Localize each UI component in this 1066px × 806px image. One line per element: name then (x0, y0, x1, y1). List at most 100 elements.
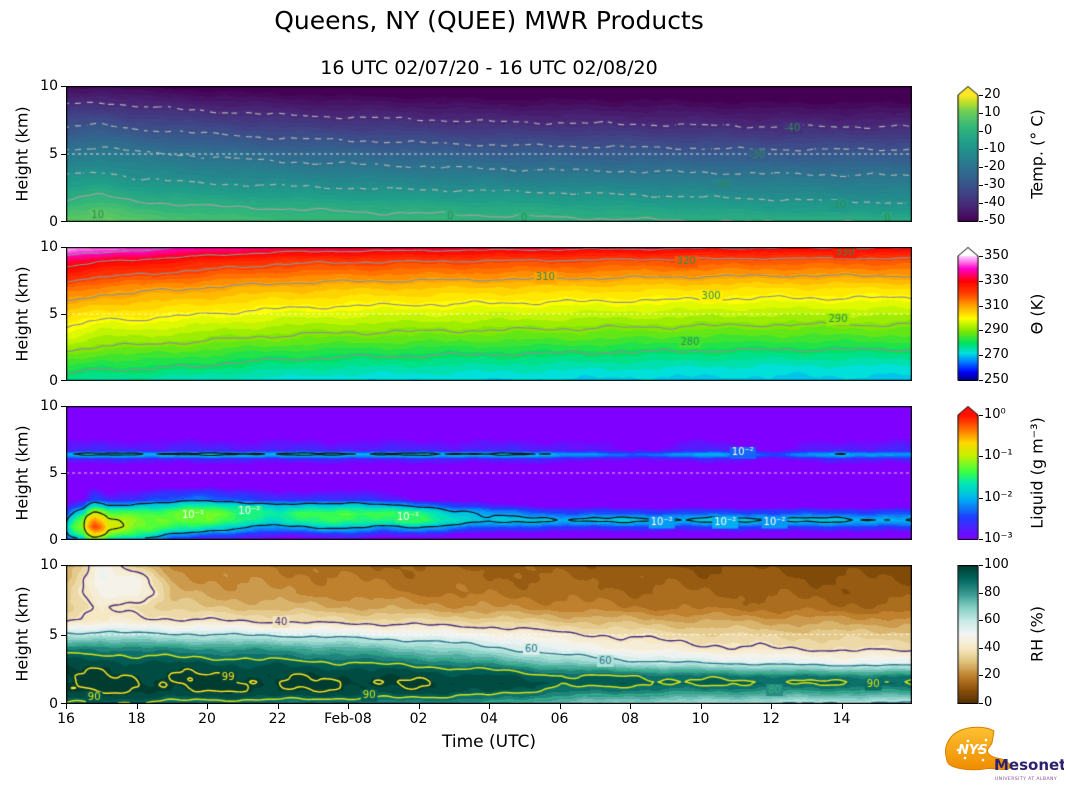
y-tick-mark (61, 473, 66, 474)
colorbar-tick-mark (979, 113, 983, 114)
colorbar-tick-mark (979, 565, 983, 566)
y-tick-label: 5 (49, 146, 58, 162)
y-tick-label: 5 (49, 626, 58, 643)
colorbar-tick-label: 100 (984, 557, 1009, 572)
colorbar-tick-mark (979, 380, 983, 381)
colorbar-tick-label: 10⁻² (984, 489, 1013, 505)
figure-subtitle: 16 UTC 02/07/20 - 16 UTC 02/08/20 (320, 57, 658, 79)
x-tick-mark (771, 704, 772, 709)
theta-colorbar (957, 247, 979, 381)
rh-heatmap (66, 565, 912, 704)
colorbar-tick-mark (979, 539, 983, 540)
colorbar-tick-mark (979, 415, 983, 416)
y-tick-label: 0 (49, 696, 58, 712)
figure-title: Queens, NY (QUEE) MWR Products (274, 6, 704, 35)
x-tick-label: Feb-08 (324, 711, 372, 727)
y-tick-mark (61, 86, 66, 87)
colorbar-tick-mark (979, 703, 983, 704)
colorbar-tick-mark (979, 149, 983, 150)
temperature-heatmap (66, 86, 912, 222)
x-tick-mark (348, 704, 349, 709)
logo-nys-text: NYS (958, 743, 988, 758)
x-tick-label: 22 (268, 711, 287, 727)
colorbar-tick-label: 0 (984, 695, 993, 710)
colorbar-tick-label: -50 (984, 213, 1006, 228)
x-tick-label: 08 (621, 711, 639, 727)
x-tick-label: 16 (57, 711, 75, 727)
rh-colorbar (957, 565, 979, 704)
colorbar-tick-mark (979, 592, 983, 594)
x-tick-mark (66, 704, 67, 709)
colorbar-tick-label: 10 (984, 105, 1001, 120)
y-tick-mark (61, 703, 66, 704)
x-tick-label: 04 (480, 711, 498, 727)
x-tick-mark (841, 704, 843, 709)
y-tick-label: 5 (49, 306, 58, 322)
temperature-colorbar-label: Temp. (° C) (1027, 109, 1047, 199)
x-tick-mark (559, 704, 561, 709)
colorbar-tick-label: 40 (984, 639, 1001, 655)
colorbar-tick-label: -40 (984, 195, 1006, 210)
x-tick-label: 18 (127, 711, 146, 727)
liquid-colorbar-label: Liquid (g m⁻³) (1027, 417, 1047, 529)
y-tick-mark (61, 539, 66, 540)
y-tick-label: 0 (49, 214, 58, 230)
y-tick-mark (61, 565, 66, 566)
x-tick-mark (207, 704, 208, 709)
x-tick-label: 06 (550, 711, 569, 727)
y-tick-mark (61, 221, 66, 222)
y-tick-mark (61, 314, 66, 315)
colorbar-tick-label: -10 (984, 141, 1006, 156)
colorbar-tick-mark (979, 167, 983, 168)
x-tick-mark (136, 704, 138, 709)
colorbar-tick-label: 310 (984, 297, 1009, 313)
colorbar-tick-mark (979, 647, 983, 649)
y-tick-label: 10 (40, 398, 58, 414)
colorbar-tick-mark (979, 280, 983, 282)
y-tick-label: 0 (49, 373, 58, 389)
colorbar-tick-label: 330 (984, 272, 1009, 288)
colorbar-tick-label: -30 (984, 177, 1006, 192)
theta-heatmap (66, 247, 912, 381)
y-tick-label: 10 (40, 78, 58, 94)
colorbar-tick-mark (979, 620, 983, 622)
colorbar-tick-mark (979, 203, 983, 204)
y-tick-label: 10 (40, 239, 58, 255)
y-axis-label-theta: Height (km) (12, 266, 32, 362)
y-tick-mark (61, 154, 66, 155)
colorbar-tick-label: 10⁰ (984, 407, 1006, 422)
logo-university-text: UNIVERSITY AT ALBANY (995, 776, 1057, 782)
colorbar-tick-mark (979, 675, 983, 677)
x-tick-mark (277, 704, 279, 709)
colorbar-tick-label: 250 (984, 372, 1009, 387)
colorbar-tick-label: 10⁻³ (984, 531, 1013, 546)
y-tick-mark (61, 634, 66, 636)
colorbar-tick-label: 350 (984, 248, 1009, 263)
colorbar-tick-mark (979, 131, 983, 132)
colorbar-tick-mark (979, 456, 983, 458)
y-axis-label-liquid: Height (km) (12, 425, 32, 521)
rh-colorbar-label: RH (%) (1027, 606, 1047, 662)
colorbar-tick-label: -20 (984, 159, 1006, 174)
colorbar-tick-label: 20 (984, 667, 1001, 683)
x-tick-label: 10 (691, 711, 710, 727)
nys-mesonet-logo: NYS Mesonet UNIVERSITY AT ALBANY (945, 726, 1064, 782)
colorbar-tick-label: 60 (984, 612, 1001, 628)
colorbar-tick-label: 10⁻¹ (984, 448, 1013, 464)
theta-colorbar-label: Θ (K) (1027, 293, 1047, 335)
liquid-heatmap (66, 406, 912, 540)
colorbar-tick-mark (979, 185, 983, 186)
colorbar-tick-mark (979, 95, 983, 96)
y-axis-label-rh: Height (km) (12, 586, 32, 682)
x-tick-mark (700, 704, 702, 709)
x-axis-label: Time (UTC) (442, 732, 536, 752)
y-tick-label: 0 (49, 532, 58, 548)
y-tick-mark (61, 247, 66, 248)
colorbar-tick-mark (979, 497, 983, 499)
x-tick-mark (630, 704, 631, 709)
y-axis-label-temperature: Height (km) (12, 106, 32, 202)
liquid-colorbar (957, 406, 979, 540)
x-tick-label: 12 (762, 711, 780, 727)
x-tick-label: 02 (409, 711, 428, 727)
